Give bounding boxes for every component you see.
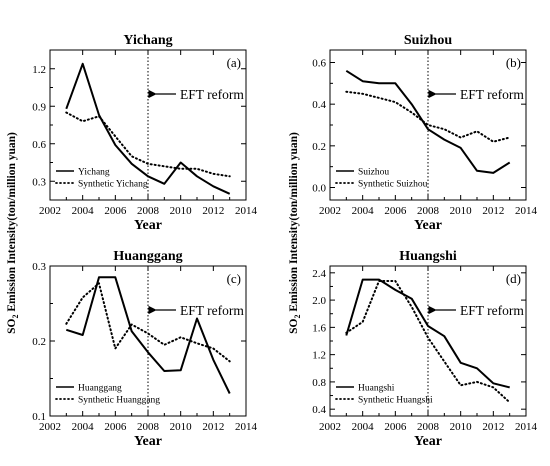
series-line-synthetic xyxy=(345,90,511,143)
reform-label: EFT reform xyxy=(180,303,244,318)
x-tick-label: 2012 xyxy=(482,205,504,217)
y-tick-label: 0.2 xyxy=(32,336,46,348)
y-tick-label: 0.2 xyxy=(312,141,326,153)
chart-title: Huangshi xyxy=(399,249,457,264)
chart-panel-huangshi: Huangshi (d) 2002 2004 2006 2008 2010 2012 2014 0… xyxy=(312,249,537,449)
x-tick-label: 2012 xyxy=(482,421,504,433)
panel-label: (a) xyxy=(227,55,241,70)
y-tick-label: 1.2 xyxy=(32,64,46,76)
x-tick-label: 2004 xyxy=(72,421,95,433)
legend-label: Synthetic Suizhou xyxy=(358,180,428,190)
y-tick-label: 2.0 xyxy=(312,295,326,307)
series-line-synthetic xyxy=(65,111,231,178)
y-tick-label: 0.6 xyxy=(32,139,46,151)
chart-panel-suizhou: Suizhou (b) 2002 2004 2006 2008 2010 2012 2014 0.… xyxy=(312,33,537,233)
chart-title: Yichang xyxy=(123,33,172,48)
x-tick-label: 2004 xyxy=(352,421,375,433)
x-tick-label: 2014 xyxy=(235,205,258,217)
y-tick-label: 0.1 xyxy=(32,411,46,423)
x-axis-label: Year xyxy=(414,218,442,233)
series-line-synthetic xyxy=(345,280,511,404)
x-axis-label: Year xyxy=(134,434,162,449)
legend-label: Huanggang xyxy=(78,384,122,394)
x-axis-label: Year xyxy=(134,218,162,233)
series-line-synthetic xyxy=(65,282,231,363)
y-tick-label: 1.2 xyxy=(312,350,326,362)
legend-label: Synthetic Yichang xyxy=(78,180,148,190)
series-line-actual xyxy=(345,278,510,389)
x-tick-label: 2004 xyxy=(352,205,375,217)
chart-title: Huanggang xyxy=(113,249,182,264)
x-tick-label: 2002 xyxy=(39,421,61,433)
reform-label: EFT reform xyxy=(460,303,524,318)
chart-panel-huanggang: Huanggang (c) 2002 2004 2006 2008 2010 2012 2014… xyxy=(32,249,257,449)
x-tick-label: 2014 xyxy=(515,205,538,217)
x-tick-label: 2008 xyxy=(417,421,440,433)
shared-y-axis-label-left: SO2 Emission Intensity(ton/million yuan) xyxy=(6,132,20,334)
y-tick-label: 0.0 xyxy=(312,183,326,195)
reform-label: EFT reform xyxy=(460,87,524,102)
y-tick-label: 0.3 xyxy=(32,261,46,273)
x-tick-label: 2002 xyxy=(319,205,341,217)
panel-label: (d) xyxy=(506,271,521,286)
x-tick-label: 2010 xyxy=(170,421,193,433)
panel-label: (c) xyxy=(227,271,241,286)
x-tick-label: 2002 xyxy=(319,421,341,433)
legend-label: Huangshi xyxy=(358,384,395,394)
chart-panel-yichang: Yichang (a) 2002 2004 2006 2008 2010 2012 2014 0.… xyxy=(32,33,257,233)
chart-title: Suizhou xyxy=(404,33,452,48)
legend-label: Yichang xyxy=(78,168,110,178)
x-tick-label: 2008 xyxy=(417,205,440,217)
y-tick-label: 0.6 xyxy=(312,58,326,70)
x-tick-label: 2008 xyxy=(137,205,160,217)
y-tick-label: 1.6 xyxy=(312,322,326,334)
y-tick-label: 2.4 xyxy=(312,268,326,280)
x-tick-label: 2006 xyxy=(384,421,407,433)
x-tick-label: 2008 xyxy=(137,421,160,433)
x-tick-label: 2006 xyxy=(384,205,407,217)
x-tick-label: 2010 xyxy=(450,205,473,217)
y-tick-label: 0.9 xyxy=(32,101,46,113)
x-tick-label: 2012 xyxy=(202,421,224,433)
x-tick-label: 2014 xyxy=(515,421,538,433)
series-line-actual xyxy=(345,69,511,174)
legend-label: Synthetic Huangshi xyxy=(358,396,433,406)
y-tick-label: 0.4 xyxy=(312,404,326,416)
y-tick-label: 0.3 xyxy=(32,176,46,188)
series-line-actual xyxy=(65,276,231,394)
shared-y-axis-label-right: SO2 Emission Intensity(ton/million yuan) xyxy=(288,132,302,334)
x-tick-label: 2004 xyxy=(72,205,95,217)
y-tick-label: 0.4 xyxy=(312,99,326,111)
y-tick-label: 0.8 xyxy=(312,377,326,389)
reform-label: EFT reform xyxy=(180,87,244,102)
series-line-actual xyxy=(65,62,231,195)
x-tick-label: 2010 xyxy=(170,205,193,217)
x-tick-label: 2014 xyxy=(235,421,258,433)
x-tick-label: 2010 xyxy=(450,421,473,433)
legend-label: Suizhou xyxy=(358,168,389,178)
x-axis-label: Year xyxy=(414,434,442,449)
panel-label: (b) xyxy=(506,55,521,70)
legend-label: Synthetic Huanggang xyxy=(78,396,160,406)
x-tick-label: 2002 xyxy=(39,205,61,217)
x-tick-label: 2006 xyxy=(104,421,127,433)
x-tick-label: 2006 xyxy=(104,205,127,217)
x-tick-label: 2012 xyxy=(202,205,224,217)
